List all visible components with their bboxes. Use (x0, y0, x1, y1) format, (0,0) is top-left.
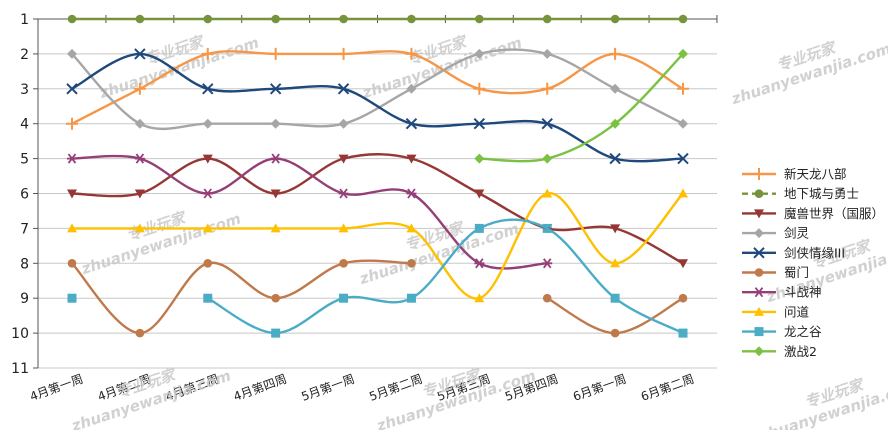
legend-item: 斗战神 (742, 285, 822, 300)
legend-swatch-marker (753, 247, 765, 259)
legend-label: 龙之谷 (784, 324, 822, 339)
legend-swatch-marker (754, 209, 764, 219)
series-8 (70, 192, 685, 300)
legend-label: 斗战神 (784, 285, 822, 300)
series-line (70, 48, 685, 131)
x-tick-label: 4月第一周 (28, 372, 85, 404)
x-tick-label: 4月第四周 (232, 372, 289, 404)
y-tick-label: 1 (20, 12, 29, 28)
series-9 (206, 218, 685, 335)
y-tick-label: 5 (20, 152, 29, 168)
legend-item: 激战2 (742, 344, 817, 359)
series-5 (70, 52, 685, 163)
legend-label: 新天龙八部 (784, 167, 847, 182)
x-tick-label: 5月第二周 (367, 372, 424, 404)
y-tick-label: 6 (20, 187, 29, 203)
legend-item: 剑侠情缘III (742, 245, 845, 260)
series-line (70, 154, 549, 270)
series-6 (70, 259, 685, 335)
legend-label: 蜀门 (784, 265, 809, 280)
series-3 (70, 153, 685, 265)
series-group (66, 14, 689, 338)
legend-label: 地下城与勇士 (784, 186, 859, 201)
legend-item: 魔兽世界（国服） (742, 206, 884, 221)
legend-item: 地下城与勇士 (742, 186, 859, 201)
series-line (70, 192, 685, 300)
series-4 (70, 48, 685, 131)
legend-swatch-marker (754, 189, 764, 198)
series-line (70, 259, 413, 335)
x-tick-label: 6月第二周 (639, 372, 696, 404)
series-line (70, 52, 685, 163)
legend-label: 剑灵 (784, 226, 810, 241)
y-tick-label: 10 (11, 326, 29, 342)
legend-label: 魔兽世界（国服） (784, 206, 884, 221)
legend-swatch-marker (754, 327, 764, 337)
legend-swatch-marker (754, 287, 764, 298)
series-10 (478, 52, 685, 163)
x-tick-label: 5月第一周 (300, 372, 357, 404)
series-line (70, 50, 685, 125)
series-7 (70, 154, 549, 270)
y-tick-label: 2 (20, 47, 29, 63)
legend-swatch-marker (754, 306, 764, 316)
series-line (206, 218, 685, 335)
legend-label: 问道 (784, 304, 810, 319)
series-line (70, 153, 685, 265)
legend-label: 剑侠情缘III (784, 245, 845, 260)
y-tick-label: 9 (20, 291, 29, 307)
series-1 (70, 50, 685, 125)
y-tick-label: 11 (11, 361, 29, 377)
y-tick-label: 7 (20, 221, 29, 237)
legend-item: 剑灵 (742, 226, 810, 241)
legend-swatch-marker (753, 168, 765, 180)
legend-item: 蜀门 (742, 265, 809, 280)
data-point (67, 293, 77, 303)
legend-swatch-marker (754, 228, 764, 239)
y-tick-label: 3 (20, 82, 29, 98)
legend-item: 问道 (742, 304, 810, 319)
series-line (478, 52, 685, 163)
legend-item: 新天龙八部 (742, 167, 847, 182)
legend-label: 激战2 (784, 344, 817, 359)
legend-swatch-marker (754, 268, 764, 277)
y-tick-label: 4 (20, 117, 29, 133)
legend-swatch-marker (754, 346, 764, 357)
x-tick-label: 6月第一周 (571, 372, 628, 404)
legend-item: 龙之谷 (742, 324, 822, 339)
series-line (546, 297, 685, 335)
y-tick-label: 8 (20, 256, 29, 272)
